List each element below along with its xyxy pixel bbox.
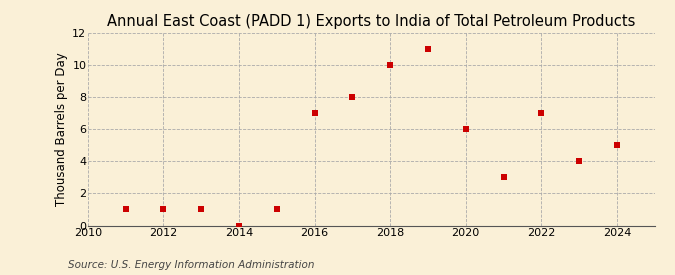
- Point: [196, 207, 207, 212]
- Point: [612, 143, 622, 147]
- Point: [460, 127, 471, 131]
- Point: [234, 223, 244, 228]
- Point: [347, 95, 358, 99]
- Point: [536, 111, 547, 116]
- Title: Annual East Coast (PADD 1) Exports to India of Total Petroleum Products: Annual East Coast (PADD 1) Exports to In…: [107, 14, 635, 29]
- Y-axis label: Thousand Barrels per Day: Thousand Barrels per Day: [55, 52, 68, 206]
- Point: [385, 63, 396, 67]
- Text: Source: U.S. Energy Information Administration: Source: U.S. Energy Information Administ…: [68, 260, 314, 270]
- Point: [498, 175, 509, 180]
- Point: [574, 159, 585, 164]
- Point: [271, 207, 282, 212]
- Point: [158, 207, 169, 212]
- Point: [309, 111, 320, 116]
- Point: [423, 47, 433, 51]
- Point: [120, 207, 131, 212]
